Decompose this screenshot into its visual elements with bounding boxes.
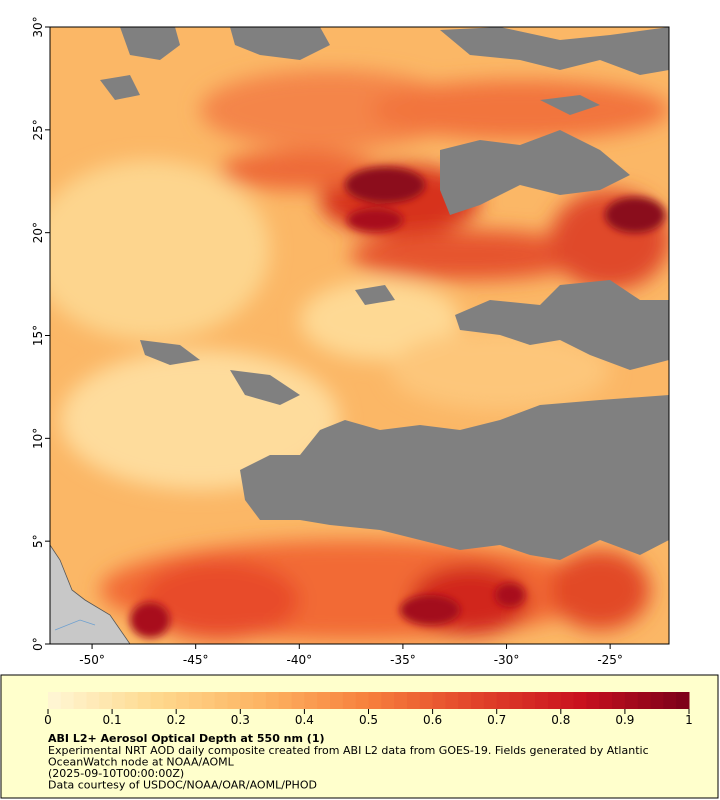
colorbar-step	[265, 692, 280, 709]
y-tick-label: 20°	[31, 222, 45, 243]
colorbar-step	[676, 692, 690, 709]
x-tick-label: -30°	[494, 653, 520, 667]
colorbar-step	[586, 692, 600, 709]
y-tick-label: 30°	[31, 16, 45, 37]
colorbar-step	[612, 692, 626, 709]
colorbar-step	[406, 692, 421, 709]
colorbar-tick-label: 0.9	[615, 713, 634, 727]
y-tick-label: 15°	[31, 325, 45, 346]
colorbar-step	[394, 692, 408, 709]
y-tick-label: 5°	[31, 534, 45, 548]
colorbar-step	[176, 692, 190, 709]
colorbar-tick-label: 0.7	[487, 713, 506, 727]
colorbar-step	[99, 692, 113, 709]
colorbar-tick-label: 1	[685, 713, 693, 727]
colorbar-tick-label: 0.1	[103, 713, 122, 727]
colorbar-step	[86, 692, 100, 709]
colorbar-tick-label: 0.4	[295, 713, 314, 727]
colorbar-step	[599, 692, 613, 709]
colorbar-step	[458, 692, 472, 709]
colorbar-step	[547, 692, 562, 709]
colorbar-step	[291, 692, 305, 709]
colorbar-step	[496, 692, 511, 709]
colorbar-step	[650, 692, 664, 709]
colorbar-step	[663, 692, 677, 709]
colorbar-step	[48, 692, 62, 709]
colorbar-tick-label: 0.8	[551, 713, 570, 727]
colorbar-step	[137, 692, 152, 709]
colorbar-step	[278, 692, 293, 709]
colorbar-step	[637, 692, 652, 709]
colorbar-step	[573, 692, 587, 709]
colorbar-step	[560, 692, 575, 709]
colorbar-step	[201, 692, 216, 709]
colorbar-step	[355, 692, 369, 709]
aod-field	[50, 27, 669, 644]
colorbar-step	[240, 692, 254, 709]
colorbar-tick-label: 0	[44, 713, 52, 727]
x-tick-label: -40°	[286, 653, 312, 667]
colorbar-step	[471, 692, 485, 709]
colorbar-step	[624, 692, 639, 709]
colorbar-step	[509, 692, 523, 709]
colorbar-tick-label: 0.5	[359, 713, 378, 727]
colorbar-step	[60, 692, 75, 709]
colorbar-step	[112, 692, 126, 709]
colorbar-step	[304, 692, 318, 709]
caption-line: Data courtesy of USDOC/NOAA/OAR/AOML/PHO…	[48, 779, 317, 792]
colorbar-step	[253, 692, 267, 709]
y-tick-label: 0°	[31, 637, 45, 651]
colorbar-step	[445, 692, 459, 709]
colorbar-step	[419, 692, 434, 709]
x-tick-label: -45°	[183, 653, 209, 667]
caption-title: ABI L2+ Aerosol Optical Depth at 550 nm …	[48, 732, 325, 745]
colorbar-step	[150, 692, 164, 709]
colorbar-tick-label: 0.3	[231, 713, 250, 727]
colorbar-step	[522, 692, 536, 709]
colorbar-step	[214, 692, 228, 709]
caption-line: (2025-09-10T00:00:00Z)	[48, 767, 184, 780]
colorbar-step	[163, 692, 177, 709]
colorbar-step	[483, 692, 498, 709]
y-tick-label: 25°	[31, 119, 45, 140]
caption-line: OceanWatch node at NOAA/AOML	[48, 756, 235, 769]
colorbar-step	[330, 692, 344, 709]
colorbar-step	[73, 692, 87, 709]
colorbar-tick-label: 0.6	[423, 713, 442, 727]
colorbar-step	[368, 692, 382, 709]
colorbar-step	[227, 692, 241, 709]
y-tick-label: 10°	[31, 428, 45, 449]
x-tick-label: -35°	[390, 653, 416, 667]
colorbar-tick-label: 0.2	[167, 713, 186, 727]
colorbar-step	[535, 692, 549, 709]
x-tick-label: -50°	[79, 653, 105, 667]
colorbar-step	[124, 692, 139, 709]
colorbar-step	[381, 692, 395, 709]
caption-line: Experimental NRT AOD daily composite cre…	[48, 744, 649, 757]
x-tick-label: -25°	[597, 653, 623, 667]
colorbar-step	[189, 692, 203, 709]
colorbar-step	[317, 692, 331, 709]
colorbar: 0 0.1 0.2 0.3 0.4 0.5 0.6 0.7 0.8 0.9 1	[44, 692, 693, 727]
colorbar-step	[432, 692, 446, 709]
colorbar-step	[342, 692, 357, 709]
